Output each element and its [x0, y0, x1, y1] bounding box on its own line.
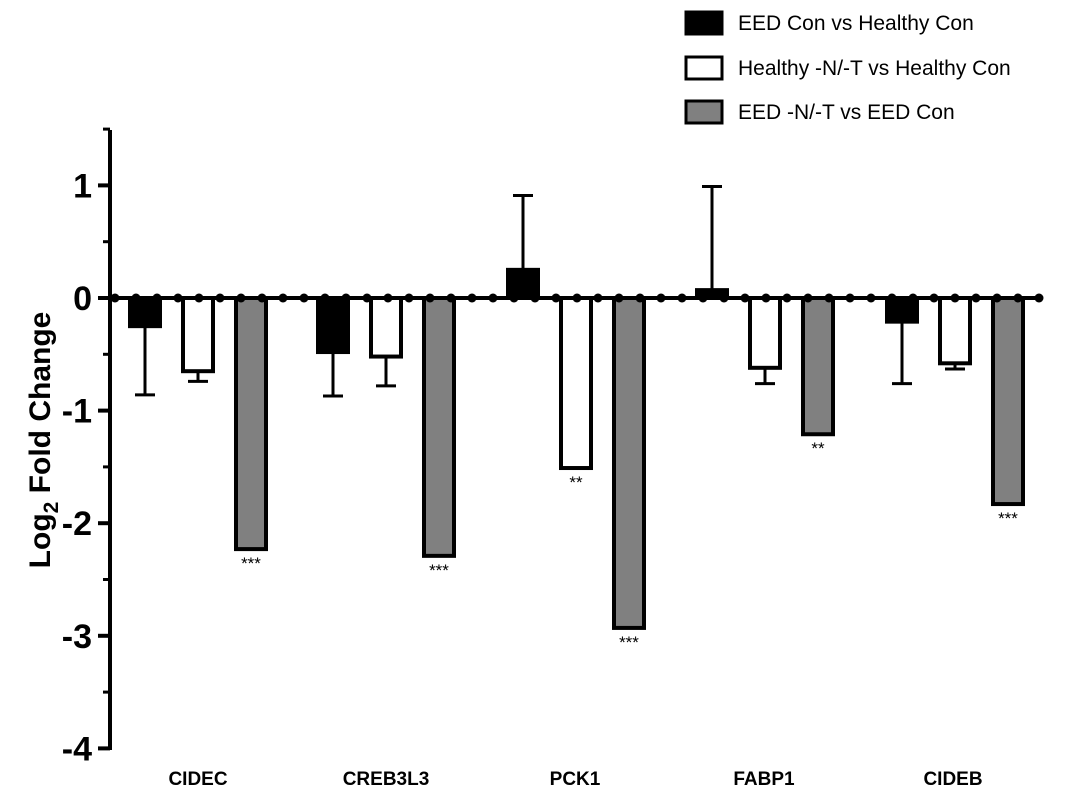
- bar-creb3l3-series-2: [369, 296, 403, 359]
- bar-cideb-series-2: [938, 296, 972, 366]
- zero-line-dot: [530, 293, 540, 303]
- zero-line-dot: [278, 293, 288, 303]
- x-category-label: PCK1: [550, 769, 601, 790]
- bar-fabp1-series-2: [748, 296, 782, 370]
- zero-line-dot: [719, 293, 729, 303]
- zero-line-dot: [299, 293, 309, 303]
- zero-line-dot: [698, 293, 708, 303]
- zero-line-dot: [173, 293, 183, 303]
- zero-line-dot: [383, 293, 393, 303]
- zero-line-dot: [425, 293, 435, 303]
- y-axis-label-rest: Fold Change: [24, 312, 57, 502]
- y-tick-label: 0: [73, 280, 92, 318]
- zero-line-dot: [467, 293, 477, 303]
- bar-cidec-series-3: [234, 296, 268, 552]
- zero-line-dot: [362, 293, 372, 303]
- zero-line-dot: [572, 293, 582, 303]
- zero-line-dot: [1034, 293, 1044, 303]
- zero-line-dot: [593, 293, 603, 303]
- zero-line-dot: [257, 293, 267, 303]
- bar-creb3l3-series-1: [316, 296, 350, 355]
- y-tick-label: -4: [62, 730, 92, 768]
- zero-line-dot: [635, 293, 645, 303]
- zero-line-dot: [740, 293, 750, 303]
- legend-label: EED Con vs Healthy Con: [738, 12, 974, 35]
- zero-line-dot: [866, 293, 876, 303]
- zero-line-dot: [845, 293, 855, 303]
- zero-line-dot: [803, 293, 813, 303]
- significance-label: ***: [429, 561, 449, 580]
- zero-line-dot: [194, 293, 204, 303]
- x-category-label: FABP1: [733, 769, 795, 790]
- significance-label: ***: [998, 509, 1018, 528]
- x-category-label: CIDEC: [168, 769, 227, 790]
- significance-label: **: [811, 439, 825, 458]
- zero-line-dot: [404, 293, 414, 303]
- y-axis-label: Log2 Fold Change: [24, 312, 63, 569]
- zero-line-dot: [677, 293, 687, 303]
- zero-line-dot: [131, 293, 141, 303]
- bar-pck1-series-3: [612, 296, 646, 630]
- zero-line-dot: [929, 293, 939, 303]
- y-axis-label-subscript: 2: [40, 502, 63, 514]
- zero-line-dot: [551, 293, 561, 303]
- zero-line-dot: [824, 293, 834, 303]
- zero-line-dot: [761, 293, 771, 303]
- zero-line-dot: [236, 293, 246, 303]
- y-axis-label-main: Log: [24, 513, 57, 568]
- zero-line-dot: [992, 293, 1002, 303]
- legend-swatch: [684, 99, 724, 125]
- y-tick-label: -2: [62, 505, 92, 543]
- bar-pck1-series-1: [506, 267, 540, 301]
- zero-line-dot: [110, 293, 120, 303]
- zero-line-dot: [152, 293, 162, 303]
- zero-line-dot: [1013, 293, 1023, 303]
- bar-cideb-series-3: [991, 296, 1025, 507]
- x-axis-labels: CIDEC CREB3L3 PCK1 FABP1 CIDEB: [168, 769, 982, 790]
- legend-swatch: [684, 10, 724, 36]
- zero-line-dot: [950, 293, 960, 303]
- bar-pck1-series-2: [559, 296, 593, 471]
- zero-line-dot: [656, 293, 666, 303]
- bars: ***** ***********: [128, 185, 1025, 652]
- zero-line-dot: [509, 293, 519, 303]
- zero-line-dot: [614, 293, 624, 303]
- zero-line-dot: [215, 293, 225, 303]
- y-tick-label: -1: [62, 393, 92, 431]
- zero-line-dot: [782, 293, 792, 303]
- bar-creb3l3-series-3: [422, 296, 456, 558]
- legend-label: EED -N/-T vs EED Con: [738, 101, 955, 124]
- legend: EED Con vs Healthy Con Healthy -N/-T vs H…: [684, 10, 1011, 125]
- zero-line: [110, 293, 1044, 303]
- bar-fabp1-series-3: [801, 296, 835, 437]
- legend-label: Healthy -N/-T vs Healthy Con: [738, 57, 1011, 80]
- zero-line-dot: [320, 293, 330, 303]
- y-tick-label: -3: [62, 618, 92, 656]
- zero-line-dot: [887, 293, 897, 303]
- y-axis: 1 0 -1 -2 -3 -4: [62, 127, 112, 768]
- legend-swatch: [684, 55, 724, 81]
- significance-label: ***: [241, 554, 261, 573]
- zero-line-dot: [446, 293, 456, 303]
- zero-line-dot: [971, 293, 981, 303]
- x-category-label: CIDEB: [923, 769, 982, 790]
- y-tick-label: 1: [73, 167, 92, 205]
- x-category-label: CREB3L3: [343, 769, 430, 790]
- zero-line-dot: [341, 293, 351, 303]
- significance-label: ***: [619, 633, 639, 652]
- bar-cidec-series-2: [181, 296, 215, 374]
- zero-line-dot: [908, 293, 918, 303]
- zero-line-dot: [488, 293, 498, 303]
- significance-label: **: [569, 473, 583, 492]
